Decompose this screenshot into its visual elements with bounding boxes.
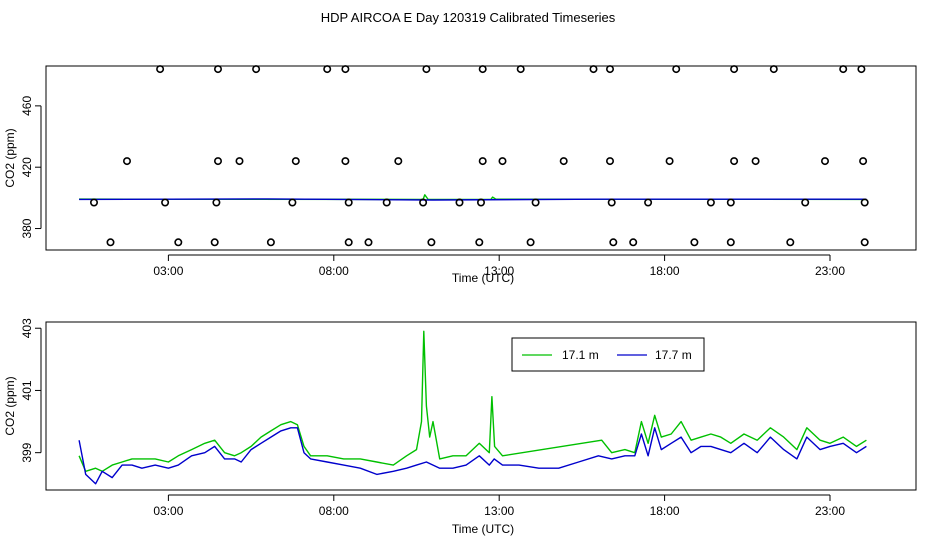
figure-title: HDP AIRCOA E Day 120319 Calibrated Times…: [321, 10, 616, 25]
top-marker-top: [839, 65, 848, 74]
top-marker-lower_middle: [90, 198, 99, 207]
top-marker-upper_middle: [291, 157, 300, 166]
top-y-tick-label: 380: [20, 218, 34, 238]
top-panel: 03:00 08:00 13:00 18:00 23:00 380 420 460 Time …: [3, 65, 917, 285]
top-marker-bottom: [609, 238, 618, 247]
top-series-line-blue: [79, 198, 867, 201]
top-marker-bottom: [344, 238, 353, 247]
top-marker-lower_middle: [161, 198, 170, 207]
top-marker-lower_middle: [607, 198, 616, 207]
top-marker-top: [516, 65, 525, 74]
top-marker-top: [730, 65, 739, 74]
top-marker-bottom: [174, 238, 183, 247]
top-marker-top: [323, 65, 332, 74]
top-marker-top: [422, 65, 431, 74]
top-marker-upper_middle: [235, 157, 244, 166]
bottom-x-tick-label: 08:00: [319, 504, 349, 518]
top-marker-lower_middle: [531, 198, 540, 207]
top-marker-lower_middle: [476, 198, 485, 207]
legend: 17.1 m 17.7 m: [511, 337, 705, 372]
bottom-y-tick-label: 401: [20, 380, 34, 400]
bottom-x-tick-label: 13:00: [484, 504, 514, 518]
top-marker-bottom: [266, 238, 275, 247]
top-marker-top: [478, 65, 487, 74]
bottom-panel: 03:00 08:00 13:00 18:00 23:00 399 401 403 Time …: [3, 318, 917, 536]
top-marker-bottom: [526, 238, 535, 247]
bottom-y-tick-label: 403: [20, 318, 34, 338]
top-marker-upper_middle: [559, 157, 568, 166]
top-marker-lower_middle: [644, 198, 653, 207]
top-marker-bottom: [629, 238, 638, 247]
top-marker-top: [341, 65, 350, 74]
top-marker-bottom: [690, 238, 699, 247]
top-marker-top: [857, 65, 866, 74]
top-marker-upper_middle: [478, 157, 487, 166]
bottom-series: [78, 330, 867, 485]
top-marker-lower_middle: [419, 198, 428, 207]
top-marker-upper_middle: [123, 157, 132, 166]
top-marker-upper_middle: [751, 157, 760, 166]
top-marker-bottom: [860, 238, 869, 247]
top-x-tick-label: 23:00: [815, 264, 845, 278]
top-marker-lower_middle: [726, 198, 735, 207]
top-y-axis-label: CO2 (ppm): [3, 128, 17, 187]
top-marker-lower_middle: [288, 198, 297, 207]
top-marker-top: [214, 65, 223, 74]
top-marker-top: [769, 65, 778, 74]
top-marker-bottom: [475, 238, 484, 247]
top-marker-top: [252, 65, 261, 74]
top-x-tick-label: 13:00: [484, 264, 514, 278]
top-marker-lower_middle: [801, 198, 810, 207]
top-marker-upper_middle: [394, 157, 403, 166]
top-marker-top: [672, 65, 681, 74]
top-marker-lower_middle: [212, 198, 221, 207]
bottom-x-tick-label: 23:00: [815, 504, 845, 518]
top-marker-upper_middle: [605, 157, 614, 166]
top-marker-lower_middle: [382, 198, 391, 207]
top-marker-top: [605, 65, 614, 74]
top-marker-upper_middle: [214, 157, 223, 166]
top-x-tick-label: 08:00: [319, 264, 349, 278]
top-marker-upper_middle: [498, 157, 507, 166]
top-marker-lower_middle: [455, 198, 464, 207]
top-series: [79, 194, 867, 201]
series-line-17-1m: [78, 330, 867, 472]
top-marker-upper_middle: [665, 157, 674, 166]
top-axes: 03:00 08:00 13:00 18:00 23:00 380 420 460: [20, 96, 845, 278]
legend-label-17-7m: 17.7 m: [655, 348, 692, 362]
top-marker-bottom: [210, 238, 219, 247]
top-marker-top: [589, 65, 598, 74]
top-marker-upper_middle: [341, 157, 350, 166]
top-marker-bottom: [726, 238, 735, 247]
top-x-tick-label: 18:00: [650, 264, 680, 278]
top-y-tick-label: 420: [20, 157, 34, 177]
top-marker-bottom: [786, 238, 795, 247]
series-line-17-7m: [78, 427, 867, 485]
top-x-axis-label: Time (UTC): [452, 271, 514, 285]
top-marker-upper_middle: [859, 157, 868, 166]
top-marker-lower_middle: [344, 198, 353, 207]
top-markers: [90, 65, 869, 247]
bottom-plot-frame: [45, 321, 917, 491]
top-marker-bottom: [106, 238, 115, 247]
bottom-x-tick-label: 18:00: [650, 504, 680, 518]
bottom-x-axis-label: Time (UTC): [452, 522, 514, 536]
bottom-y-tick-label: 399: [20, 442, 34, 462]
top-marker-lower_middle: [860, 198, 869, 207]
legend-label-17-1m: 17.1 m: [562, 348, 599, 362]
top-marker-upper_middle: [730, 157, 739, 166]
top-marker-upper_middle: [820, 157, 829, 166]
bottom-x-tick-label: 03:00: [153, 504, 183, 518]
top-marker-bottom: [427, 238, 436, 247]
bottom-axes: 03:00 08:00 13:00 18:00 23:00 399 401 403: [20, 318, 845, 518]
top-x-tick-label: 03:00: [153, 264, 183, 278]
top-y-tick-label: 460: [20, 96, 34, 116]
top-marker-lower_middle: [706, 198, 715, 207]
bottom-y-axis-label: CO2 (ppm): [3, 376, 17, 435]
top-marker-top: [156, 65, 165, 74]
top-marker-bottom: [364, 238, 373, 247]
